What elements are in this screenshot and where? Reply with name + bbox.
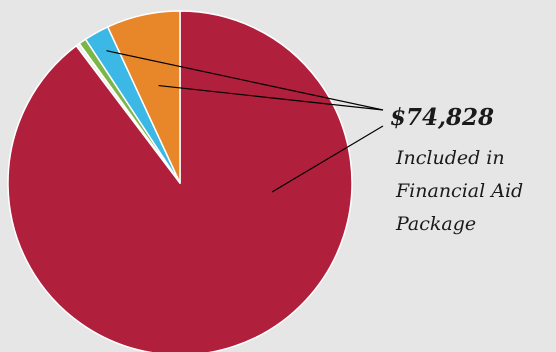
callout-line-0: Included in xyxy=(395,147,505,169)
pie-slice-4 xyxy=(106,10,181,184)
leader-line-0 xyxy=(106,50,384,111)
leader-line-2 xyxy=(271,125,384,193)
leader-line-1 xyxy=(158,84,384,111)
callout-line-2: Package xyxy=(395,213,476,235)
callout-line-1: Financial Aid xyxy=(395,180,523,202)
callout-amount: $74,828 xyxy=(390,104,494,131)
callout-leader-lines xyxy=(106,50,384,193)
pie-slices xyxy=(7,10,353,352)
